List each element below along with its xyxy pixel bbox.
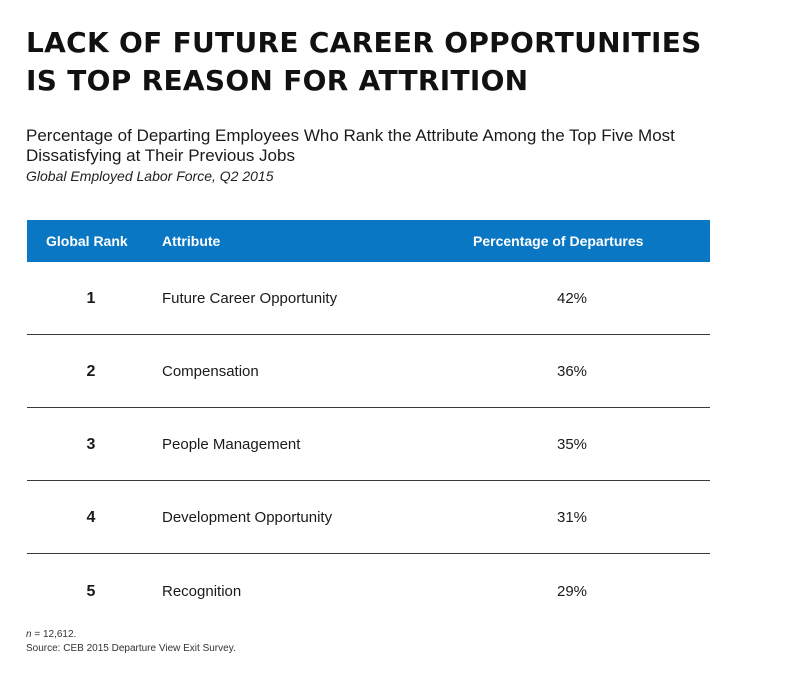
title-line-2: IS TOP REASON FOR ATTRITION: [26, 64, 529, 97]
attribute-cell: Compensation: [162, 363, 259, 380]
sample-size-note: n = 12,612.: [26, 628, 76, 641]
attribute-cell: Development Opportunity: [162, 509, 333, 526]
table-row: 4 Development Opportunity 31%: [27, 481, 710, 554]
rank-cell: 5: [86, 583, 96, 600]
subtitle: Percentage of Departing Employees Who Ra…: [26, 126, 675, 165]
row-divider: [27, 334, 710, 335]
table-row: 5 Recognition 29%: [27, 555, 710, 628]
percentage-cell: 42%: [556, 290, 588, 307]
header-rank: Global Rank: [46, 233, 128, 249]
sample-size-label: n: [26, 629, 32, 640]
percentage-cell: 36%: [556, 363, 588, 380]
percentage-cell: 29%: [556, 583, 588, 600]
sample-size-value: = 12,612.: [31, 629, 77, 640]
table-row: 1 Future Career Opportunity 42%: [27, 262, 710, 335]
attribute-cell: Future Career Opportunity: [162, 290, 338, 307]
rank-cell: 1: [86, 290, 96, 307]
page-title: LACK OF FUTURE CAREER OPPORTUNITIES IS T…: [26, 24, 766, 100]
row-divider: [27, 407, 710, 408]
attribute-cell: People Management: [162, 436, 301, 453]
rank-cell: 2: [86, 363, 96, 380]
percentage-cell: 35%: [556, 436, 588, 453]
row-divider: [27, 480, 710, 481]
attribute-cell: Recognition: [162, 583, 242, 600]
rank-cell: 3: [86, 436, 96, 453]
row-divider: [27, 553, 710, 554]
table-header: Global Rank Attribute Percentage of Depa…: [27, 220, 710, 262]
table-row: 3 People Management 35%: [27, 408, 710, 481]
table-row: 2 Compensation 36%: [27, 335, 710, 408]
header-percentage: Percentage of Departures: [473, 233, 644, 249]
percentage-cell: 31%: [556, 509, 588, 526]
source-note: Source: CEB 2015 Departure View Exit Sur…: [26, 643, 236, 654]
title-line-1: LACK OF FUTURE CAREER OPPORTUNITIES: [26, 26, 702, 59]
rank-cell: 4: [86, 509, 96, 526]
header-attribute: Attribute: [162, 233, 221, 249]
scope-note: Global Employed Labor Force, Q2 2015: [26, 168, 274, 184]
